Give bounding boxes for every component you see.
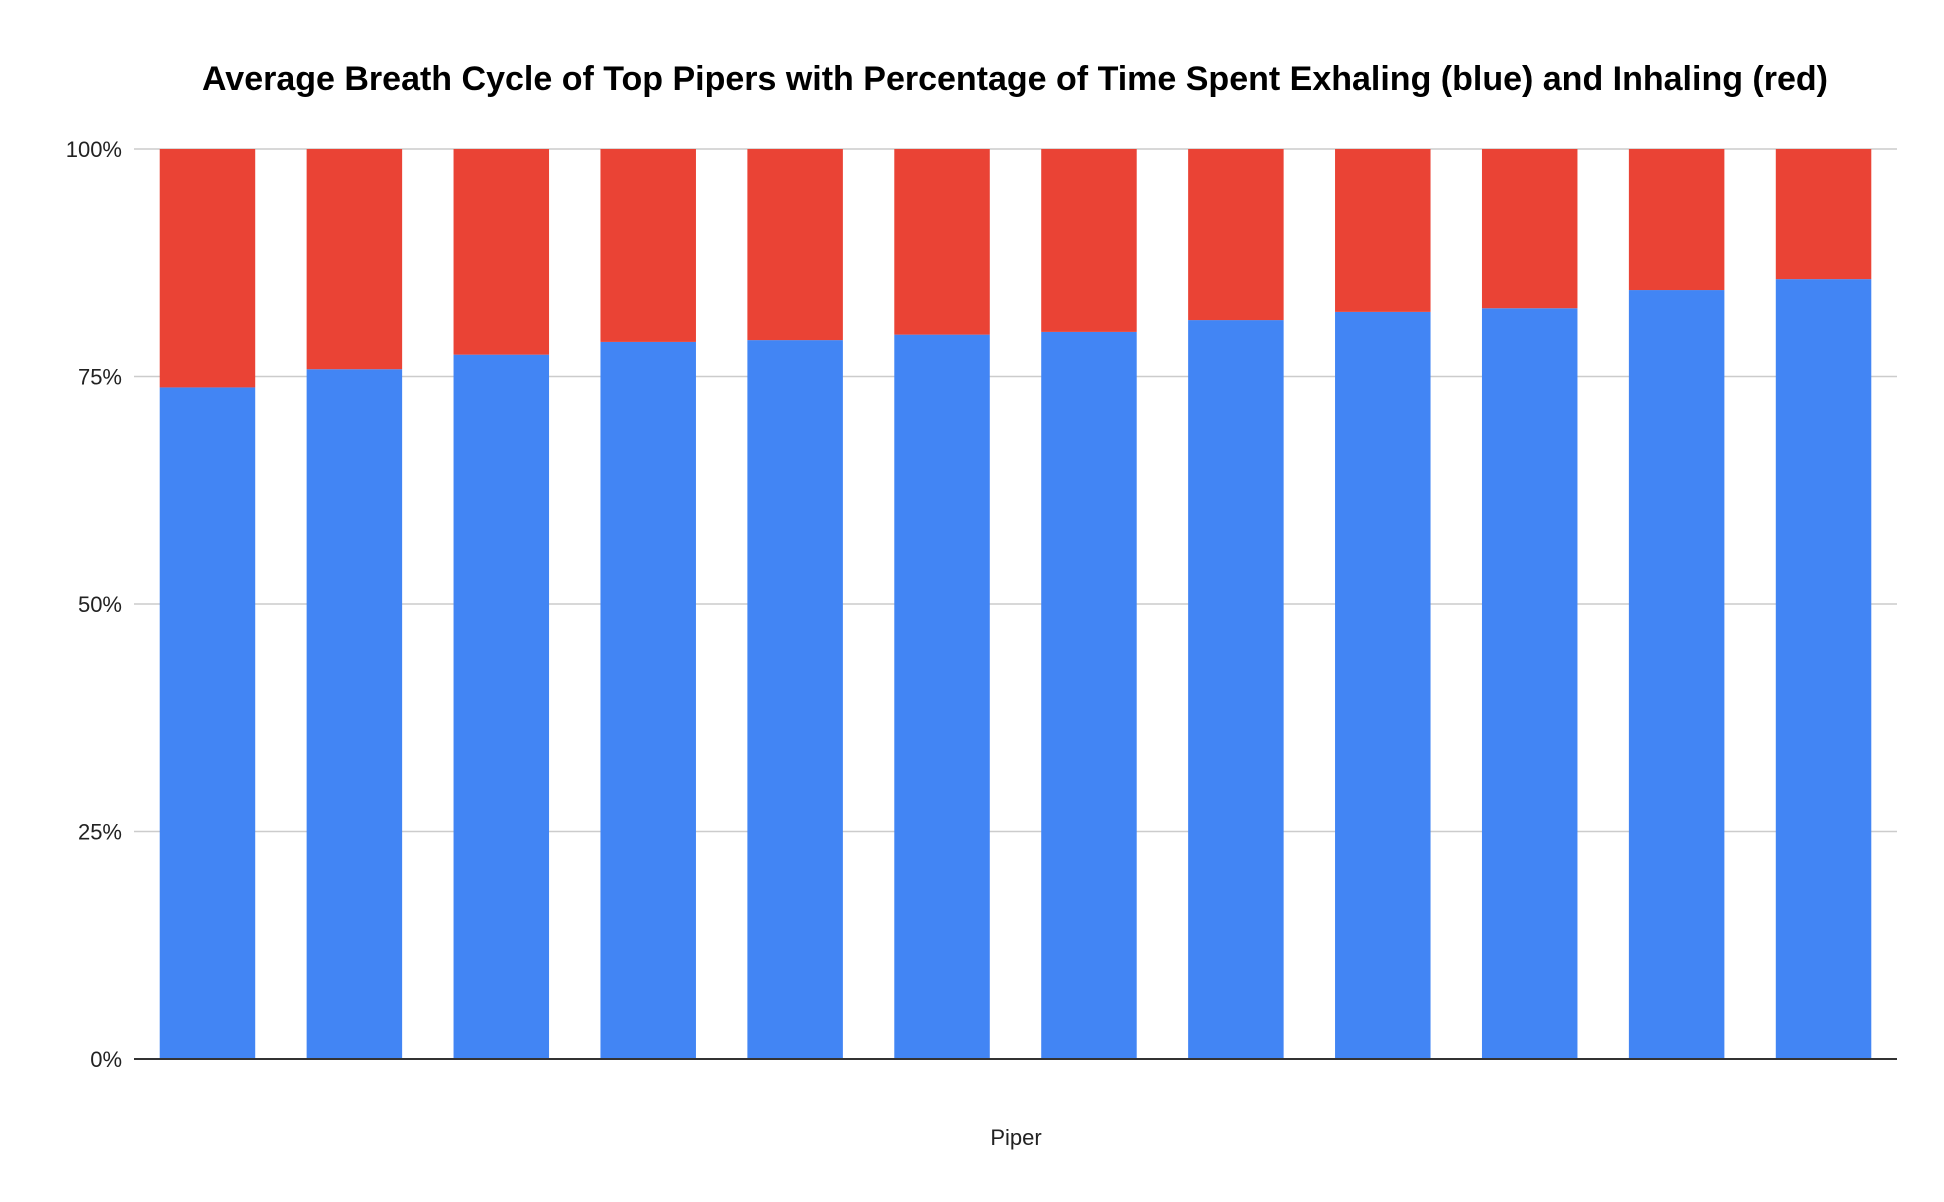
exhale-bar-segment (1628, 290, 1725, 1059)
y-axis-ticks: 0% 25% 50% 75% 100% (66, 137, 122, 1072)
y-tick-label: 50% (78, 592, 122, 617)
inhale-bar-segment (453, 149, 550, 355)
inhale-bar-segment (159, 149, 256, 388)
exhale-bar-segment (1335, 311, 1431, 1059)
inhale-bar-segment (600, 149, 696, 342)
inhale-bar-segment (747, 149, 843, 341)
x-axis-label: Piper (990, 1125, 1041, 1150)
chart-title: Average Breath Cycle of Top Pipers with … (202, 60, 1828, 98)
inhale-bar-segment (1335, 149, 1431, 312)
gridlines (134, 148, 1897, 833)
exhale-bar-segment (1041, 331, 1137, 1059)
y-tick-label: 0% (90, 1047, 122, 1072)
y-tick-label: 25% (78, 820, 122, 845)
exhale-bar-segment (453, 354, 550, 1059)
exhale-bar-segment (747, 340, 843, 1060)
inhale-bar-segment (1041, 149, 1137, 332)
inhale-bar-segment (1628, 149, 1725, 291)
inhale-bar-segment (1188, 149, 1284, 321)
bars (159, 149, 1872, 1060)
exhale-bar-segment (1775, 279, 1872, 1059)
exhale-bar-segment (1188, 320, 1284, 1060)
inhale-bar-segment (1775, 149, 1872, 280)
exhale-bar-segment (894, 334, 990, 1059)
y-tick-label: 75% (78, 365, 122, 390)
exhale-bar-segment (306, 369, 403, 1060)
inhale-bar-segment (306, 149, 403, 370)
inhale-bar-segment (894, 149, 990, 335)
exhale-bar-segment (1481, 308, 1578, 1059)
inhale-bar-segment (1481, 149, 1578, 309)
exhale-bar-segment (159, 387, 256, 1059)
exhale-bar-segment (600, 341, 696, 1059)
y-tick-label: 100% (66, 137, 122, 162)
